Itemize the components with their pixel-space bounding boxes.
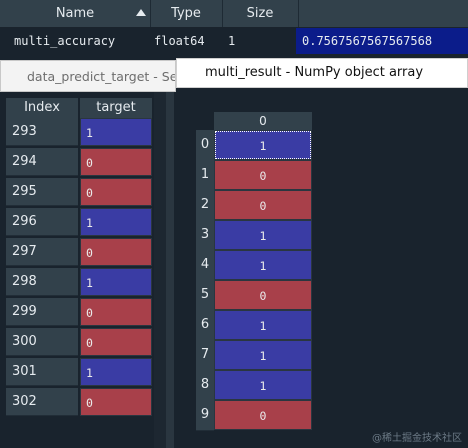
variable-value-highlight	[296, 28, 468, 54]
series-row-index: 296	[6, 208, 78, 236]
array-row-index: 0	[196, 130, 214, 161]
array-row-index: 8	[196, 370, 214, 401]
column-header-type[interactable]: Type	[150, 0, 223, 27]
array-value-cell[interactable]: 1	[214, 370, 312, 400]
variable-size: 1	[228, 34, 236, 48]
series-scrollbar[interactable]	[166, 92, 174, 448]
column-header-size[interactable]: Size	[222, 0, 299, 27]
array-row-index: 6	[196, 310, 214, 341]
series-value-cell[interactable]: 0	[80, 388, 152, 416]
watermark: @稀土掘金技术社区	[372, 433, 462, 444]
column-header-name[interactable]: Name	[0, 0, 151, 27]
series-value-cell[interactable]: 0	[80, 178, 152, 206]
series-value-cell[interactable]: 0	[80, 328, 152, 356]
array-row-index: 3	[196, 220, 214, 251]
array-value-cell[interactable]: 1	[214, 130, 312, 160]
array-window-title[interactable]: multi_result - NumPy object array	[176, 58, 468, 88]
array-row-index: 9	[196, 400, 214, 431]
array-value-cell[interactable]: 1	[214, 250, 312, 280]
array-value-cell[interactable]: 0	[214, 280, 312, 310]
variable-name: multi_accuracy	[14, 34, 116, 48]
variable-row[interactable]: multi_accuracy float64 1 0.7567567567567…	[0, 28, 468, 54]
array-column-header[interactable]: 0	[214, 112, 312, 130]
series-window: Index target 293 1 294 0 295 0 296 1 297 0 298 1 299…	[0, 92, 176, 448]
series-row-index: 299	[6, 298, 78, 326]
series-window-title[interactable]: data_predict_target - Series	[0, 60, 176, 92]
array-row-index: 7	[196, 340, 214, 371]
series-row-index: 302	[6, 388, 78, 416]
series-value-cell[interactable]: 1	[80, 118, 152, 146]
variable-type: float64	[154, 34, 205, 48]
variable-value: 0.7567567567567568	[302, 34, 433, 48]
array-row-index: 4	[196, 250, 214, 281]
array-value-cell[interactable]: 0	[214, 190, 312, 220]
array-value-cell[interactable]: 0	[214, 400, 312, 430]
array-row-index: 1	[196, 160, 214, 191]
series-row-index: 297	[6, 238, 78, 266]
series-row-index: 300	[6, 328, 78, 356]
series-row-index: 298	[6, 268, 78, 296]
series-value-cell[interactable]: 0	[80, 238, 152, 266]
series-row-index: 301	[6, 358, 78, 386]
array-row-index: 2	[196, 190, 214, 221]
sort-ascending-icon	[136, 9, 146, 16]
series-value-cell[interactable]: 0	[80, 148, 152, 176]
series-row-index: 293	[6, 118, 78, 146]
array-row-index: 5	[196, 280, 214, 311]
array-corner	[196, 106, 214, 128]
series-value-cell[interactable]: 1	[80, 208, 152, 236]
array-value-cell[interactable]: 0	[214, 160, 312, 190]
array-value-cell[interactable]: 1	[214, 340, 312, 370]
series-value-cell[interactable]: 1	[80, 268, 152, 296]
column-header-value[interactable]	[298, 0, 468, 27]
array-value-cell[interactable]: 1	[214, 310, 312, 340]
series-value-cell[interactable]: 0	[80, 298, 152, 326]
array-value-cell[interactable]: 1	[214, 220, 312, 250]
series-row-index: 295	[6, 178, 78, 206]
variable-explorer-header: Name Type Size	[0, 0, 468, 28]
series-column-header[interactable]: target	[80, 98, 152, 118]
variable-explorer: Name Type Size multi_accuracy float64 1 …	[0, 0, 468, 58]
series-value-cell[interactable]: 1	[80, 358, 152, 386]
series-row-index: 294	[6, 148, 78, 176]
series-index-header[interactable]: Index	[6, 98, 78, 118]
